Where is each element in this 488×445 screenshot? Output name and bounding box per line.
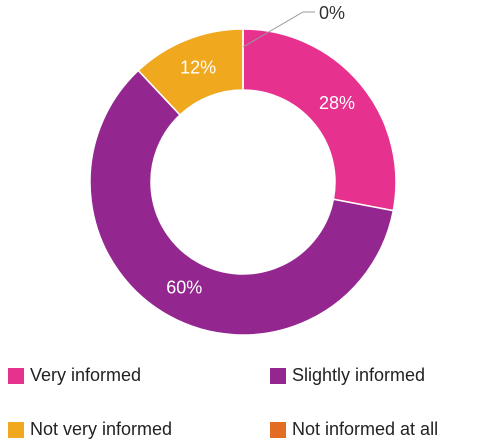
donut-segment xyxy=(89,69,395,336)
legend-swatch xyxy=(8,422,24,438)
legend-swatch xyxy=(270,368,286,384)
legend-label: Slightly informed xyxy=(292,365,425,385)
legend-label: Very informed xyxy=(30,365,141,385)
leader-line xyxy=(242,11,315,48)
value-label: 60% xyxy=(166,278,202,298)
value-label: 28% xyxy=(319,93,355,113)
value-label: 0% xyxy=(319,3,345,23)
legend-label: Not informed at all xyxy=(292,419,438,439)
legend-swatch xyxy=(8,368,24,384)
legend-label: Not very informed xyxy=(30,419,172,439)
value-label: 12% xyxy=(180,57,216,77)
donut-segment xyxy=(242,28,397,212)
legend-swatch xyxy=(270,422,286,438)
